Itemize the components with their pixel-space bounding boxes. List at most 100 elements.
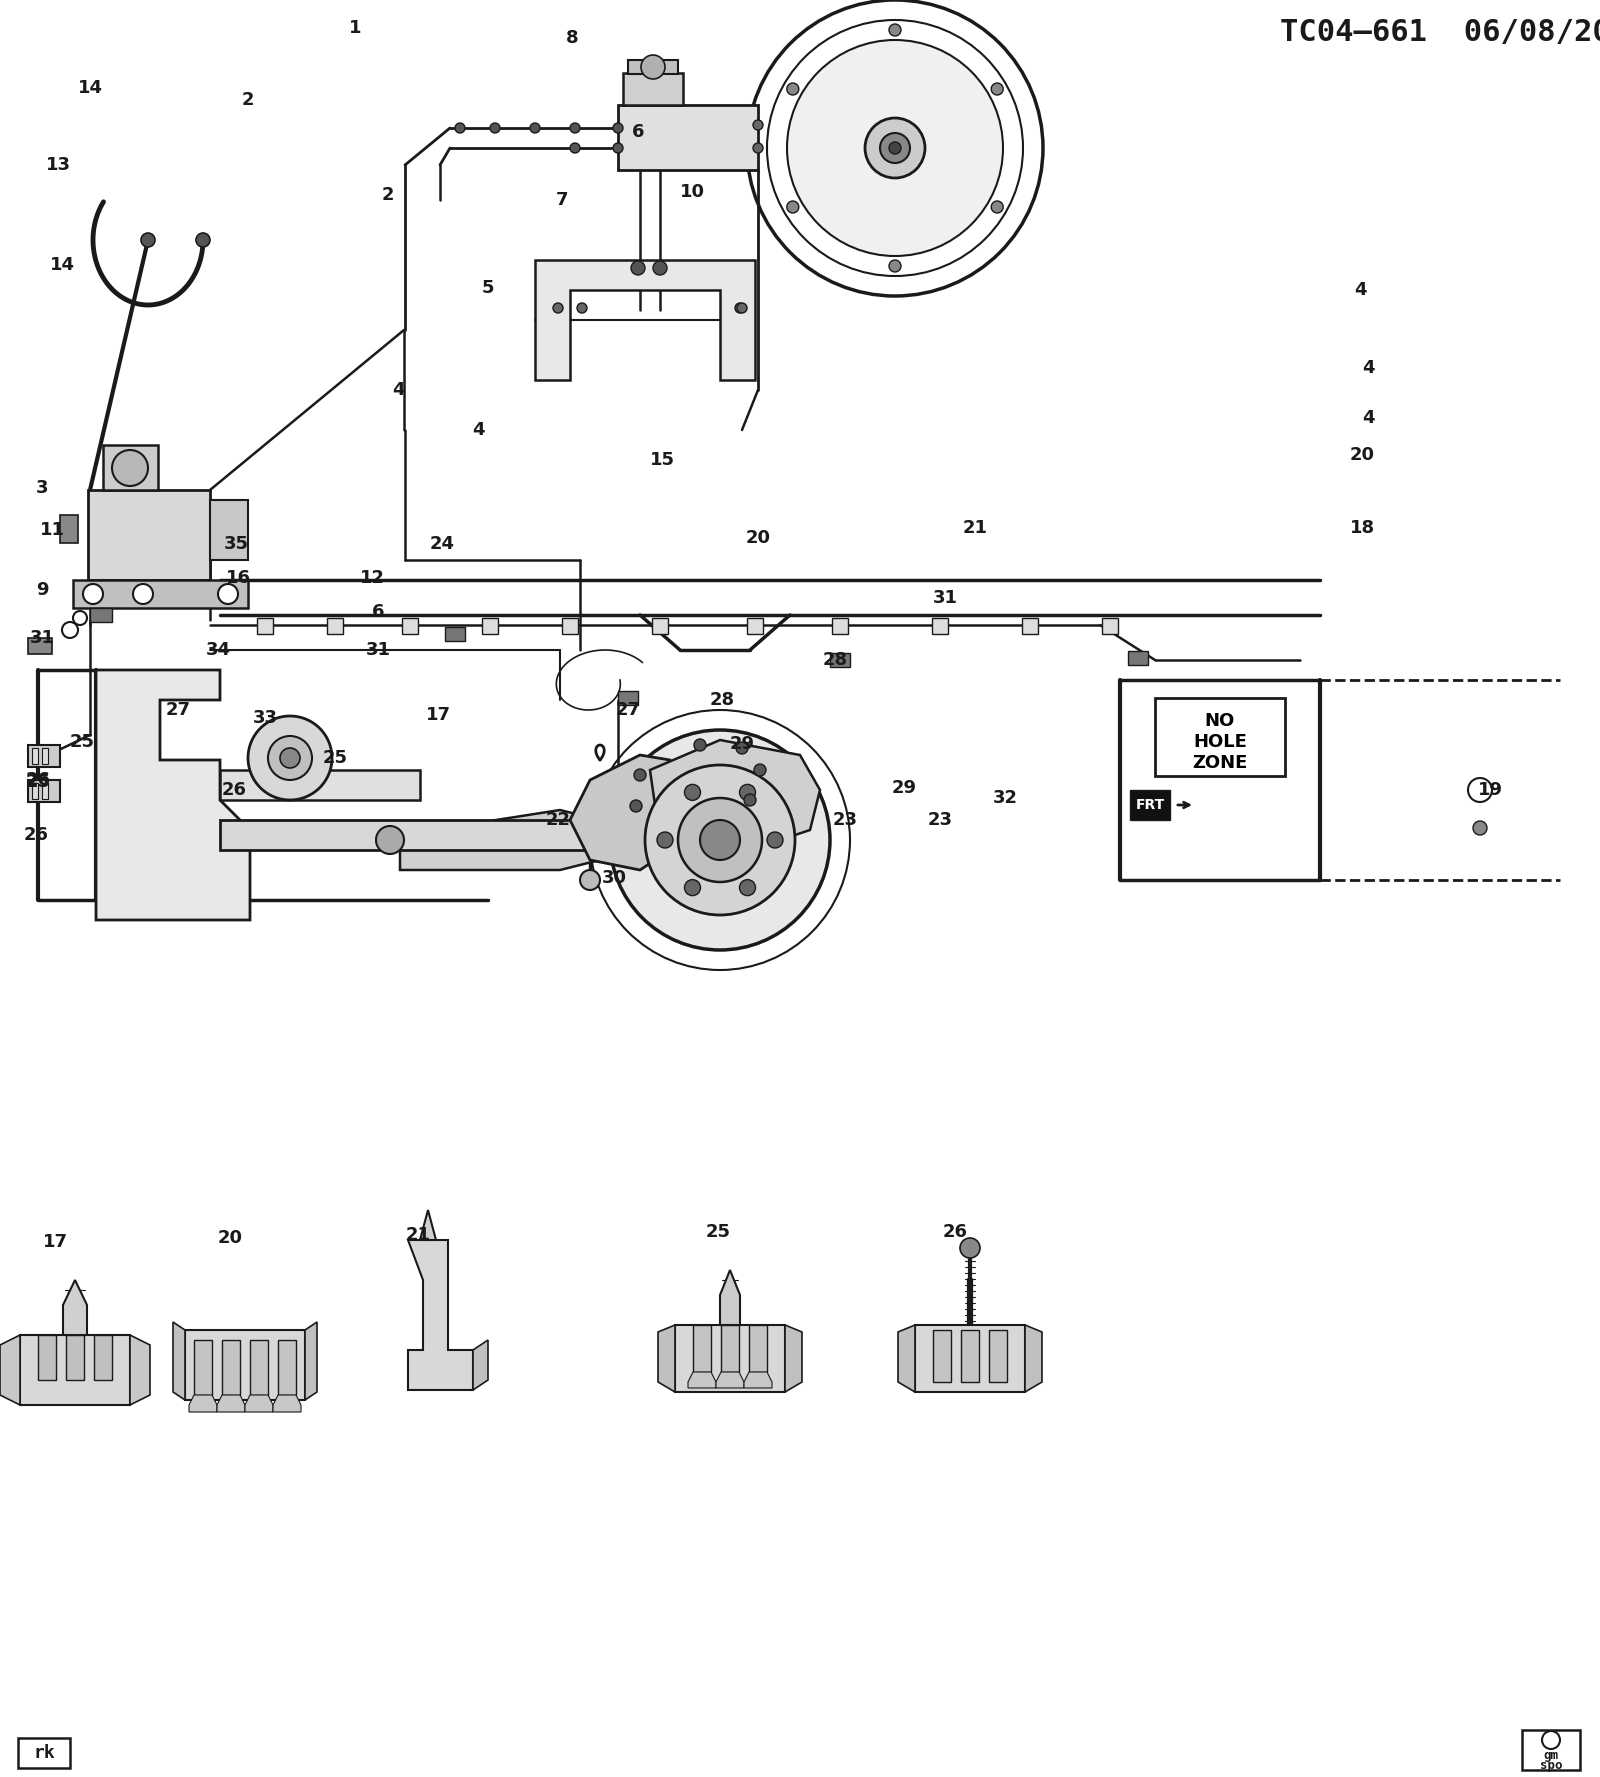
Text: 7: 7: [555, 190, 568, 210]
Text: 25: 25: [323, 748, 347, 768]
Text: 23: 23: [832, 810, 858, 830]
Circle shape: [530, 123, 541, 133]
Bar: [653, 618, 669, 634]
Polygon shape: [675, 1326, 786, 1391]
Bar: [618, 105, 758, 171]
Circle shape: [579, 871, 600, 890]
Polygon shape: [717, 1372, 744, 1388]
Circle shape: [734, 304, 746, 313]
Polygon shape: [222, 1340, 240, 1395]
Polygon shape: [749, 1326, 766, 1372]
Polygon shape: [786, 1326, 802, 1391]
Bar: [90, 608, 112, 622]
Text: 2: 2: [242, 91, 254, 108]
Circle shape: [613, 123, 622, 133]
Polygon shape: [218, 1395, 245, 1413]
Polygon shape: [688, 1372, 717, 1388]
Circle shape: [685, 784, 701, 800]
Polygon shape: [94, 1335, 112, 1381]
Circle shape: [490, 123, 499, 133]
Polygon shape: [650, 739, 819, 849]
Circle shape: [195, 233, 210, 247]
Circle shape: [634, 769, 646, 782]
Bar: [29, 780, 61, 801]
Text: 2: 2: [382, 187, 394, 204]
Polygon shape: [221, 769, 419, 800]
Circle shape: [754, 142, 763, 153]
Bar: [29, 745, 61, 768]
Bar: [210, 499, 248, 560]
Circle shape: [376, 826, 403, 855]
Bar: [74, 579, 248, 608]
Text: 8: 8: [566, 28, 578, 46]
Circle shape: [613, 142, 622, 153]
Text: 4: 4: [392, 380, 405, 400]
Circle shape: [1542, 1731, 1560, 1749]
Circle shape: [62, 622, 78, 638]
Circle shape: [570, 123, 579, 133]
Bar: [622, 73, 683, 105]
Polygon shape: [898, 1326, 915, 1391]
Bar: [29, 638, 51, 654]
Circle shape: [83, 585, 102, 604]
Polygon shape: [570, 755, 680, 871]
Circle shape: [269, 736, 312, 780]
Polygon shape: [274, 1395, 301, 1413]
Polygon shape: [933, 1329, 950, 1383]
Bar: [618, 691, 638, 705]
Text: 24: 24: [429, 535, 454, 553]
Text: 28: 28: [822, 650, 848, 668]
Bar: [1022, 618, 1038, 634]
Bar: [61, 515, 78, 544]
Bar: [445, 627, 466, 641]
Text: 11: 11: [40, 521, 64, 538]
Circle shape: [736, 743, 749, 753]
Bar: [1102, 618, 1118, 634]
Text: 25: 25: [26, 773, 51, 791]
Bar: [42, 784, 48, 800]
Text: 12: 12: [360, 569, 384, 586]
Circle shape: [218, 585, 238, 604]
Polygon shape: [693, 1326, 710, 1372]
Text: 23: 23: [928, 810, 952, 830]
Text: 17: 17: [426, 705, 451, 723]
Polygon shape: [194, 1340, 211, 1395]
Text: 15: 15: [650, 451, 675, 469]
Circle shape: [685, 880, 701, 896]
Polygon shape: [189, 1395, 218, 1413]
Polygon shape: [96, 670, 250, 920]
Text: 1: 1: [349, 20, 362, 37]
Text: 29: 29: [730, 736, 755, 753]
Text: gm: gm: [1544, 1749, 1558, 1761]
Bar: [931, 618, 947, 634]
Polygon shape: [989, 1329, 1006, 1383]
Polygon shape: [62, 1279, 86, 1335]
Polygon shape: [915, 1326, 1026, 1391]
Text: 25: 25: [706, 1223, 731, 1240]
Text: 6: 6: [371, 602, 384, 620]
Text: 31: 31: [29, 629, 54, 647]
Text: 32: 32: [992, 789, 1018, 807]
Bar: [326, 618, 342, 634]
Bar: [32, 784, 38, 800]
Circle shape: [787, 201, 798, 213]
Polygon shape: [221, 819, 640, 849]
Text: 20: 20: [218, 1230, 243, 1247]
Circle shape: [645, 766, 795, 915]
Circle shape: [701, 819, 739, 860]
Text: 31: 31: [365, 641, 390, 659]
Circle shape: [744, 794, 757, 807]
Polygon shape: [534, 259, 755, 380]
Bar: [18, 1738, 70, 1768]
Circle shape: [739, 880, 755, 896]
Text: 21: 21: [963, 519, 987, 537]
Circle shape: [990, 201, 1003, 213]
Text: 27: 27: [616, 700, 640, 720]
Polygon shape: [658, 1326, 675, 1391]
Circle shape: [754, 121, 763, 130]
Bar: [747, 618, 763, 634]
Polygon shape: [744, 1372, 771, 1388]
Circle shape: [866, 117, 925, 178]
Text: 17: 17: [43, 1233, 67, 1251]
Polygon shape: [66, 1335, 83, 1381]
